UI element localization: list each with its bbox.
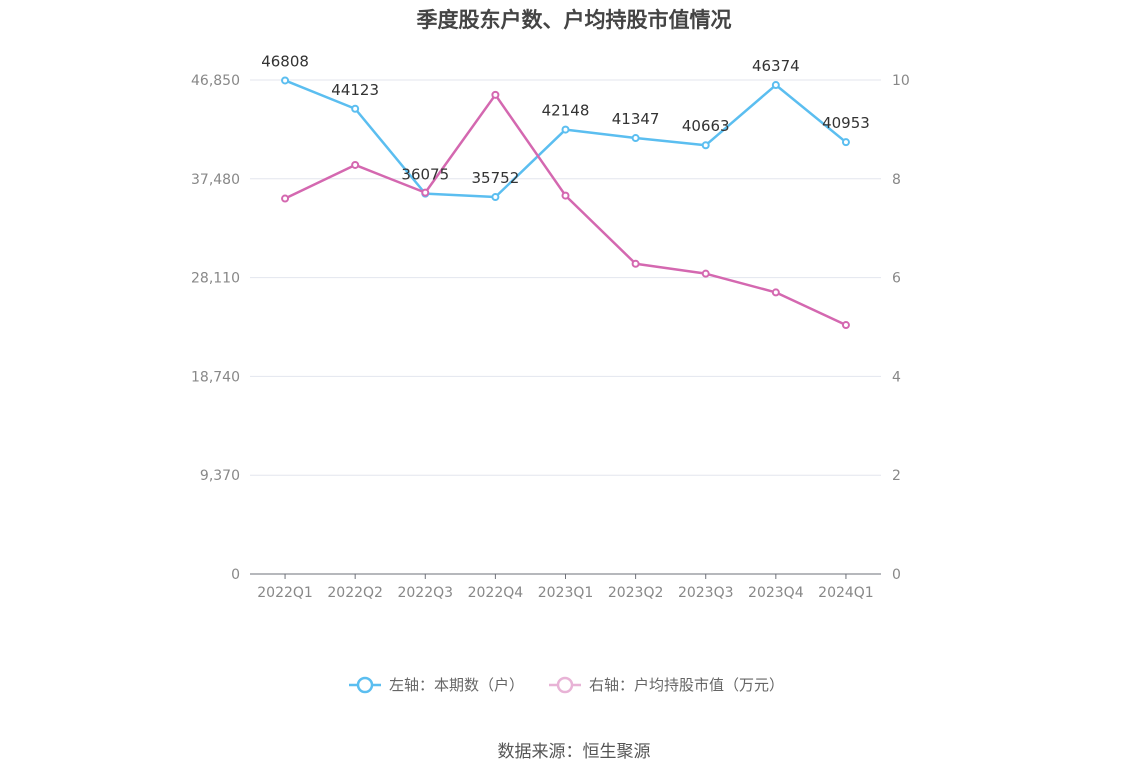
legend-marker [356, 676, 374, 694]
data-label: 40953 [822, 114, 870, 132]
x-axis-tick-label: 2023Q2 [608, 585, 664, 601]
chart-title: 季度股东户数、户均持股市值情况 [416, 8, 732, 32]
right-axis-tick-label: 6 [892, 271, 901, 287]
x-axis-tick-label: 2023Q1 [538, 585, 594, 601]
data-point-right[interactable] [631, 259, 640, 268]
data-labels: 46808 44123 36075 35752 42148 41347 40663 46374… [261, 52, 870, 187]
right-axis-tick-label: 2 [892, 468, 901, 484]
axes: 0 9,370 18,740 28,110 37,480 46,850 0 2 4 6 8 10 202… [191, 73, 910, 601]
data-point-left[interactable] [351, 104, 360, 113]
left-axis-tick-label: 0 [231, 567, 240, 583]
data-label: 41347 [612, 110, 660, 128]
x-axis-tick-label: 2022Q3 [397, 585, 453, 601]
data-point-right[interactable] [841, 321, 850, 330]
data-label: 46808 [261, 52, 309, 70]
left-axis-tick-label: 9,370 [200, 468, 240, 484]
data-point-left[interactable] [771, 81, 780, 90]
left-axis-tick-label: 18,740 [191, 369, 240, 385]
legend[interactable]: 左轴：本期数（户） 右轴：户均持股市值（万元） [349, 676, 784, 694]
data-point-left[interactable] [491, 193, 500, 202]
data-point-right[interactable] [281, 194, 290, 203]
data-source: 数据来源：恒生聚源 [497, 742, 651, 762]
x-axis-tick-label: 2023Q4 [748, 585, 804, 601]
x-axis-tick-label: 2022Q2 [327, 585, 383, 601]
data-point-left[interactable] [701, 141, 710, 150]
x-axis-tick-label: 2023Q3 [678, 585, 734, 601]
data-point-right[interactable] [491, 90, 500, 99]
left-axis-tick-label: 37,480 [191, 172, 240, 188]
data-label: 42148 [542, 102, 590, 120]
data-point-left[interactable] [631, 134, 640, 143]
data-point-right[interactable] [701, 269, 710, 278]
data-label: 44123 [331, 81, 379, 99]
x-axis-tick-label: 2024Q1 [818, 585, 874, 601]
data-point-left[interactable] [281, 76, 290, 85]
right-axis-tick-label: 8 [892, 172, 901, 188]
grid-lines [250, 79, 881, 476]
right-axis-tick-label: 4 [892, 369, 901, 385]
data-point-right[interactable] [421, 188, 430, 197]
data-point-left[interactable] [561, 125, 570, 134]
data-point-left[interactable] [841, 138, 850, 147]
legend-marker [556, 676, 574, 694]
data-label: 35752 [472, 169, 520, 187]
right-axis-tick-label: 0 [892, 567, 901, 583]
series-lines [281, 76, 850, 330]
left-axis-tick-label: 28,110 [191, 271, 240, 287]
data-point-right[interactable] [351, 160, 360, 169]
x-axis-tick-label: 2022Q1 [257, 585, 313, 601]
legend-label: 左轴：本期数（户） [389, 676, 524, 694]
legend-item-left[interactable]: 左轴：本期数（户） [349, 676, 524, 694]
data-label: 46374 [752, 57, 800, 75]
data-label: 40663 [682, 117, 730, 135]
legend-label: 右轴：户均持股市值（万元） [589, 676, 784, 694]
right-axis-tick-label: 10 [892, 73, 910, 89]
left-axis-tick-label: 46,850 [191, 73, 240, 89]
x-axis-tick-label: 2022Q4 [468, 585, 524, 601]
data-label: 36075 [401, 166, 449, 184]
data-point-right[interactable] [561, 191, 570, 200]
data-point-right[interactable] [771, 288, 780, 297]
legend-item-right[interactable]: 右轴：户均持股市值（万元） [549, 676, 784, 694]
